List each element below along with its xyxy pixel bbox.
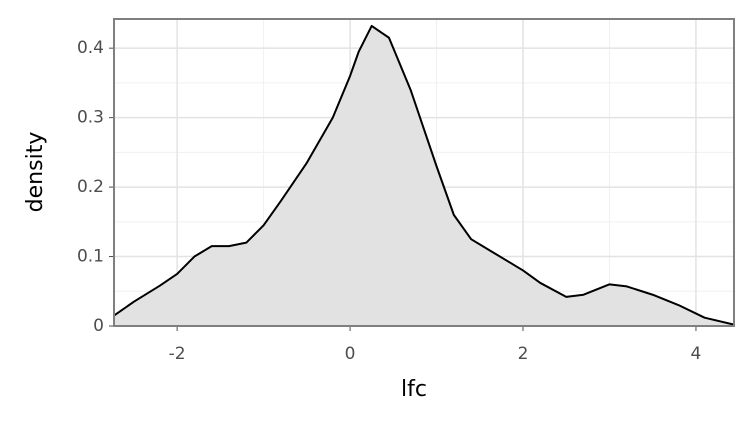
y-tick-label: 0.4 bbox=[77, 38, 104, 58]
panel-border bbox=[113, 18, 735, 327]
x-axis-title: lfc bbox=[401, 377, 427, 402]
y-tick-label: 0.2 bbox=[77, 177, 104, 197]
density-area bbox=[114, 25, 734, 326]
x-tick-label: 2 bbox=[518, 344, 529, 364]
density-line bbox=[113, 24, 735, 326]
x-tick-label: 0 bbox=[345, 344, 356, 364]
y-tick-label: 0 bbox=[93, 316, 104, 336]
x-tick-label: -2 bbox=[169, 344, 186, 364]
x-tick-label: 4 bbox=[691, 344, 702, 364]
y-axis-title: density bbox=[23, 132, 48, 213]
y-tick-label: 0.3 bbox=[77, 108, 104, 128]
y-tick-label: 0.1 bbox=[77, 247, 104, 267]
